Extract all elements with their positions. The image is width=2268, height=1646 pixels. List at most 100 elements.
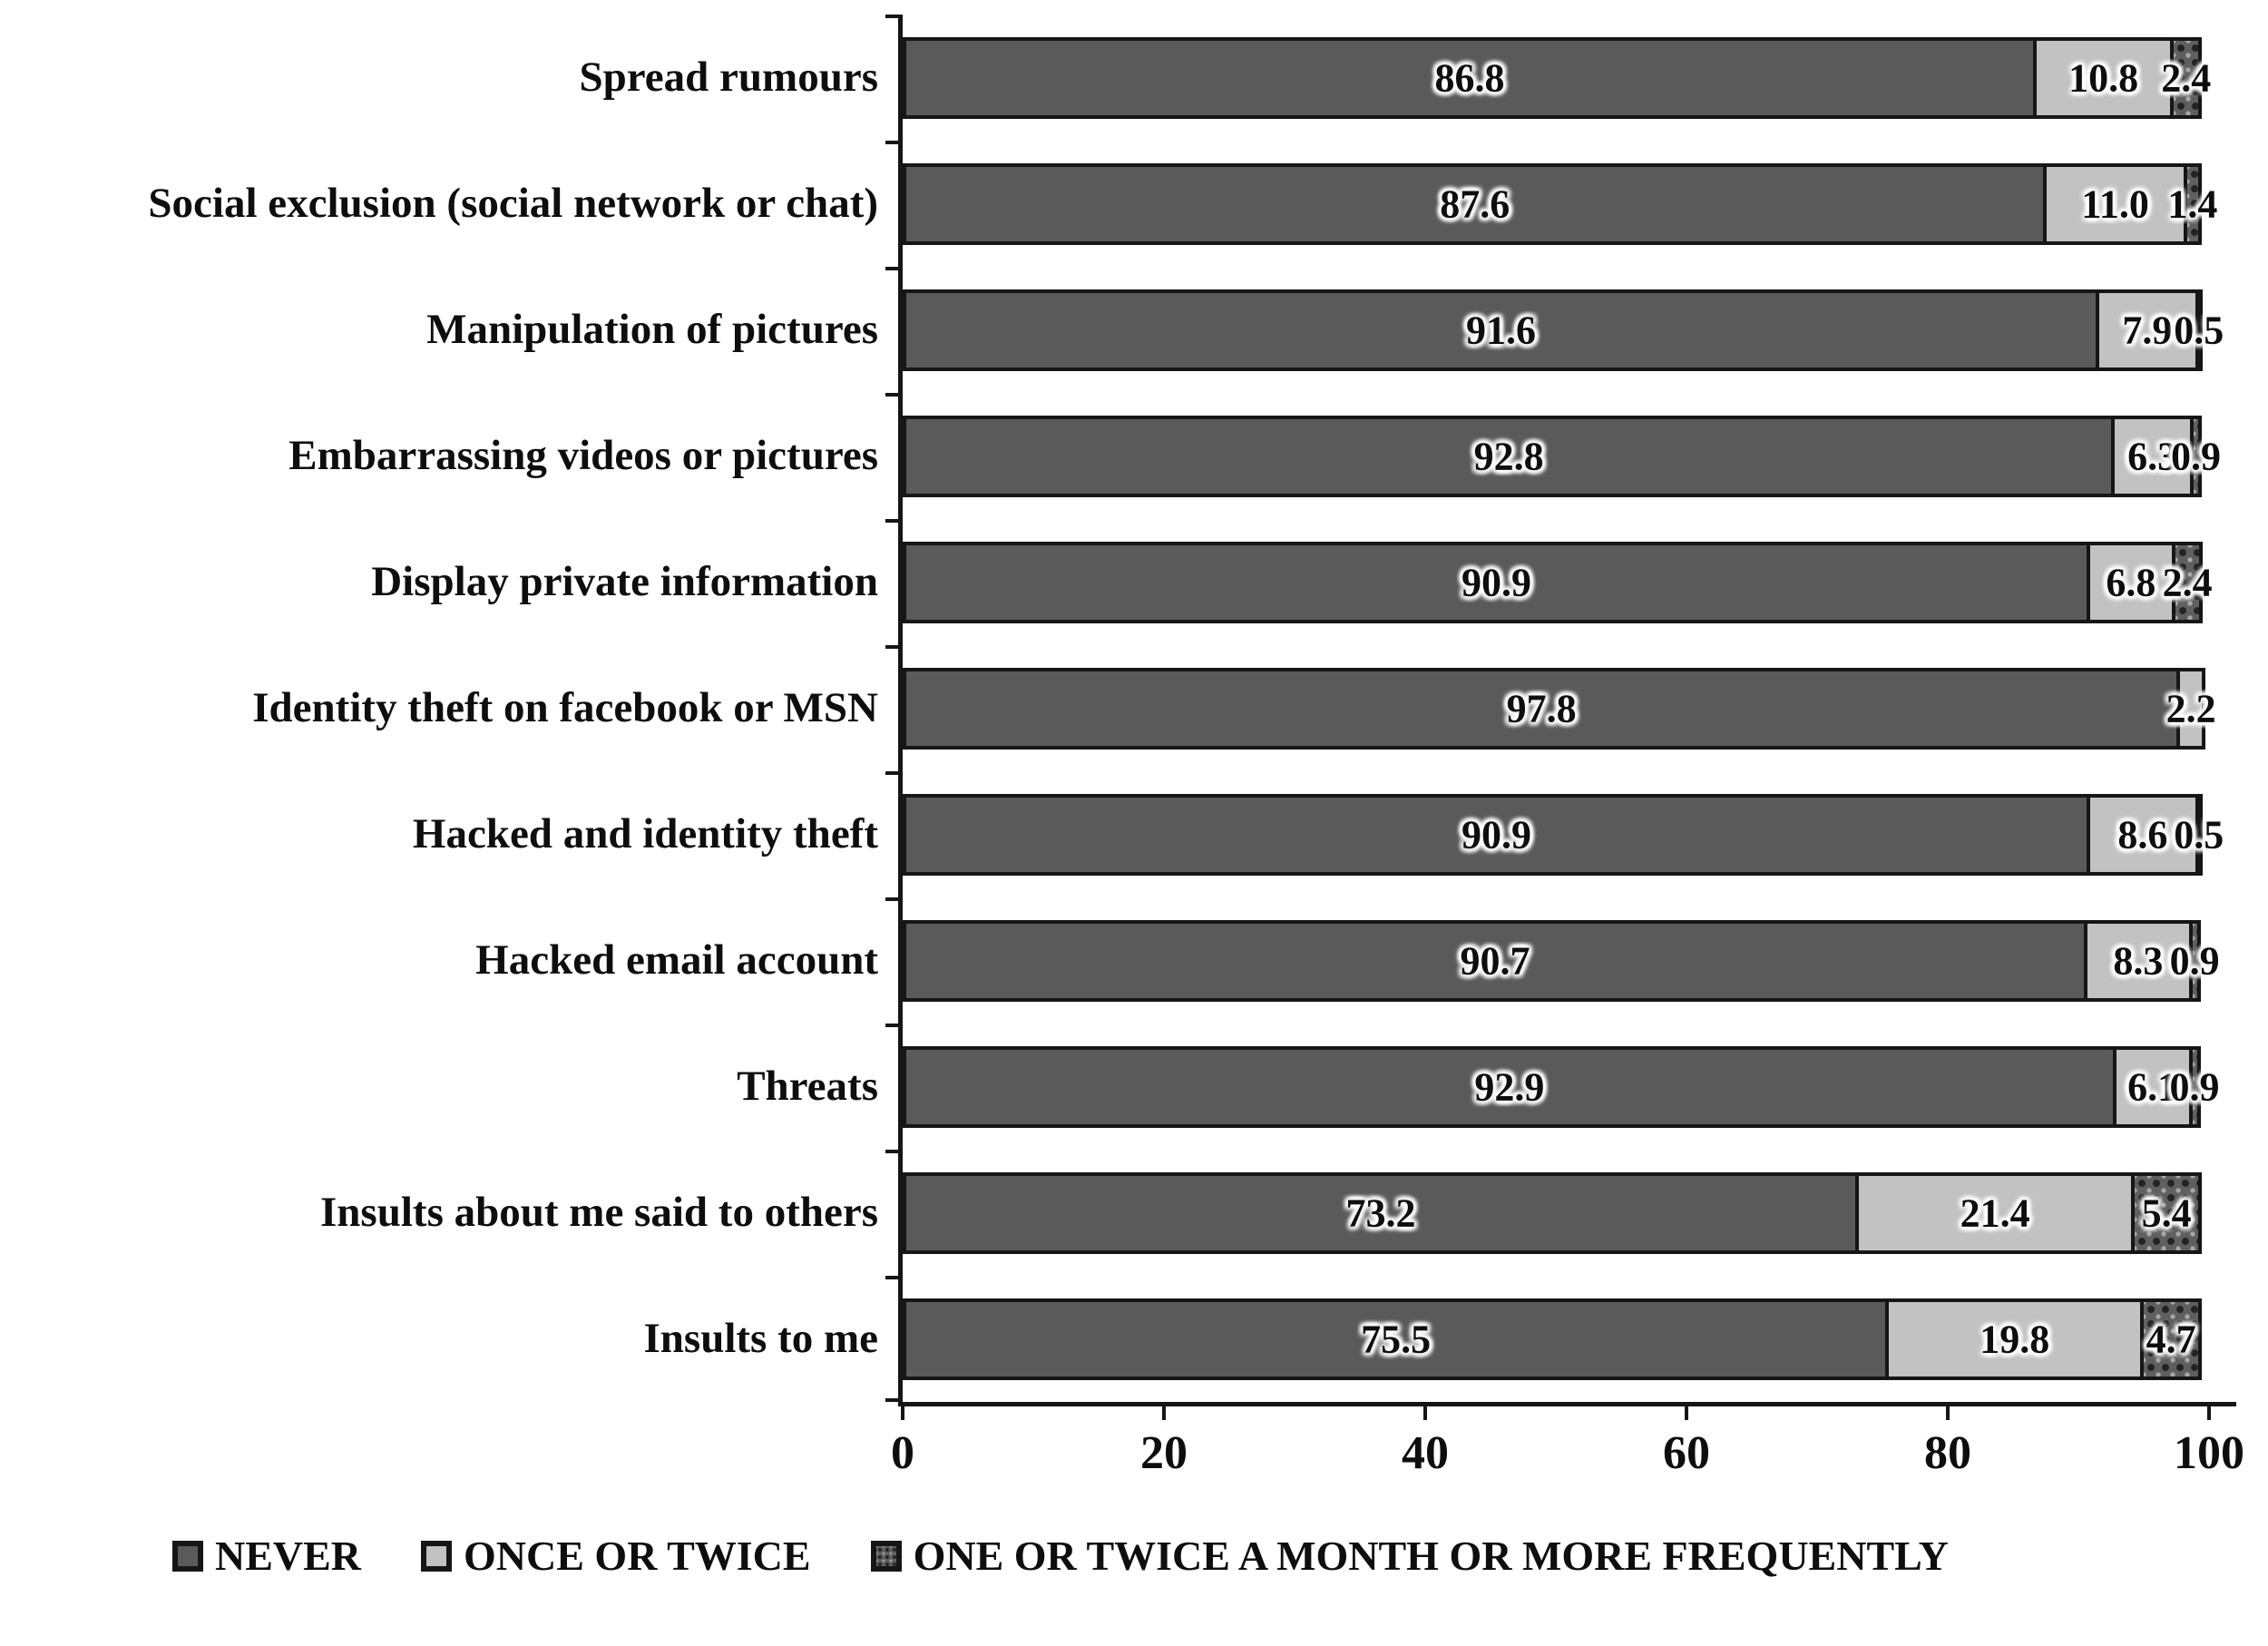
value-label: 2.4 <box>2162 560 2213 604</box>
segment-never: 92.8 <box>903 415 2116 497</box>
segment-month: 2.4 <box>2163 541 2213 623</box>
y-axis-tick <box>885 645 898 649</box>
stacked-bar: 90.9 6.8 2.4 <box>903 541 2213 623</box>
value-label: 6.1 <box>2127 1064 2178 1109</box>
segment-month: 5.4 <box>2131 1171 2202 1254</box>
x-axis-tick <box>901 1406 904 1420</box>
y-axis-tick <box>885 267 898 270</box>
category-label: Insults about me said to others <box>320 1188 878 1236</box>
value-label: 90.9 <box>1461 560 1531 604</box>
x-axis-tick-label: 80 <box>1924 1427 1971 1479</box>
value-label: 92.9 <box>1474 1064 1545 1109</box>
category-label: Spread rumours <box>579 53 878 101</box>
stacked-bar: 91.6 7.9 0.5 <box>903 289 2224 371</box>
category-label: Hacked email account <box>475 936 878 984</box>
value-label: 1.4 <box>2167 181 2218 226</box>
category-label: Manipulation of pictures <box>426 305 878 353</box>
x-axis-tick-label: 0 <box>891 1427 914 1479</box>
category-label: Social exclusion (social network or chat… <box>148 179 878 227</box>
category-label: Insults to me <box>643 1314 878 1362</box>
legend-marker-never-icon <box>172 1540 203 1572</box>
bar-row: 97.8 2.2 <box>903 645 2236 771</box>
segment-month: 1.4 <box>2167 162 2217 245</box>
value-label: 4.7 <box>2146 1317 2196 1361</box>
bar-row: 92.9 6.1 0.9 <box>903 1024 2236 1150</box>
value-label: 97.8 <box>1506 686 1577 730</box>
segment-once: 11.0 <box>2043 162 2187 245</box>
segment-never: 86.8 <box>903 36 2037 119</box>
value-label: 0.9 <box>2169 1064 2220 1109</box>
segment-never: 73.2 <box>903 1171 1860 1254</box>
segment-month: 0.9 <box>2170 919 2220 1002</box>
x-axis-ticks: 0 20 40 60 80 100 <box>891 1406 2268 1501</box>
x-axis-tick <box>2207 1406 2211 1420</box>
segment-month: 0.9 <box>2171 415 2221 497</box>
legend-item-monthly: ONE OR TWICE A MONTH OR MORE FREQUENTLY <box>870 1532 1949 1580</box>
segment-once: 2.2 <box>2166 667 2216 750</box>
segment-month: 2.4 <box>2161 36 2211 119</box>
value-label: 8.3 <box>2113 938 2164 983</box>
legend: NEVER ONCE OR TWICE ONE OR TWICE A MONTH… <box>0 1532 2268 1580</box>
bar-row: 90.7 8.3 0.9 <box>903 897 2236 1024</box>
stacked-bar: 87.6 11.0 1.4 <box>903 162 2217 245</box>
segment-once: 8.3 <box>2084 919 2193 1002</box>
segment-never: 90.9 <box>903 793 2090 876</box>
y-axis-tick <box>885 519 898 523</box>
x-axis-tick <box>1162 1406 1166 1420</box>
category-labels: Spread rumours Social exclusion (social n… <box>0 15 898 1501</box>
segment-never: 97.8 <box>903 667 2181 750</box>
x-axis-tick-label: 60 <box>1663 1427 1710 1479</box>
category-label: Threats <box>737 1062 878 1110</box>
value-label: 7.9 <box>2122 308 2173 352</box>
y-axis-tick <box>885 141 898 144</box>
value-label: 0.5 <box>2174 812 2224 857</box>
value-label: 87.6 <box>1440 181 1510 226</box>
value-label: 90.9 <box>1461 812 1531 857</box>
x-axis-tick-label: 100 <box>2174 1427 2244 1479</box>
y-axis-tick <box>885 15 898 18</box>
value-label: 92.8 <box>1473 434 1544 478</box>
plot-wrap: 86.8 10.8 2.4 87.6 11.0 1.4 91.6 7.9 0.5 92.8 6.3 0… <box>885 15 2268 1501</box>
segment-never: 90.9 <box>903 541 2090 623</box>
value-label: 73.2 <box>1345 1190 1416 1235</box>
value-label: 0.9 <box>2171 434 2221 478</box>
bar-row: 90.9 8.6 0.5 <box>903 771 2236 897</box>
value-label: 91.6 <box>1466 308 1537 352</box>
bar-row: 92.8 6.3 0.9 <box>903 393 2236 519</box>
segment-once: 6.3 <box>2111 415 2195 497</box>
segment-once: 7.9 <box>2096 289 2199 371</box>
y-axis-tick <box>885 1276 898 1279</box>
category-label: Identity theft on facebook or MSN <box>252 683 878 731</box>
category-label: Hacked and identity theft <box>412 809 878 857</box>
y-axis-tick <box>885 897 898 901</box>
category-label: Embarrassing videos or pictures <box>288 431 878 479</box>
y-axis-tick <box>885 393 898 397</box>
value-label: 6.8 <box>2106 560 2156 604</box>
value-label: 86.8 <box>1434 55 1505 100</box>
stacked-bar: 90.9 8.6 0.5 <box>903 793 2224 876</box>
stacked-bar: 86.8 10.8 2.4 <box>903 36 2211 119</box>
segment-month: 0.5 <box>2174 793 2224 876</box>
x-axis-tick <box>1946 1406 1950 1420</box>
segment-never: 92.9 <box>903 1045 2116 1128</box>
y-axis-tick <box>885 771 898 775</box>
legend-label-once-or-twice: ONCE OR TWICE <box>464 1533 811 1579</box>
segment-never: 87.6 <box>903 162 2048 245</box>
value-label: 6.3 <box>2127 434 2178 478</box>
bar-row: 73.2 21.4 5.4 <box>903 1150 2236 1276</box>
segment-once: 6.1 <box>2112 1045 2193 1128</box>
segment-month: 4.7 <box>2140 1298 2202 1380</box>
legend-item-once-or-twice: ONCE OR TWICE <box>421 1532 811 1580</box>
bar-row: 91.6 7.9 0.5 <box>903 267 2236 393</box>
segment-never: 91.6 <box>903 289 2100 371</box>
plot-area: 86.8 10.8 2.4 87.6 11.0 1.4 91.6 7.9 0.5 92.8 6.3 0… <box>885 15 2236 1406</box>
value-label: 0.5 <box>2174 308 2224 352</box>
value-label: 2.2 <box>2165 686 2216 730</box>
x-axis-tick <box>1423 1406 1427 1420</box>
legend-item-never: NEVER <box>172 1532 361 1580</box>
bar-row: 87.6 11.0 1.4 <box>903 141 2236 267</box>
stacked-bar: 97.8 2.2 <box>903 667 2216 750</box>
legend-marker-once-icon <box>421 1540 453 1572</box>
y-axis-tick <box>885 1024 898 1027</box>
